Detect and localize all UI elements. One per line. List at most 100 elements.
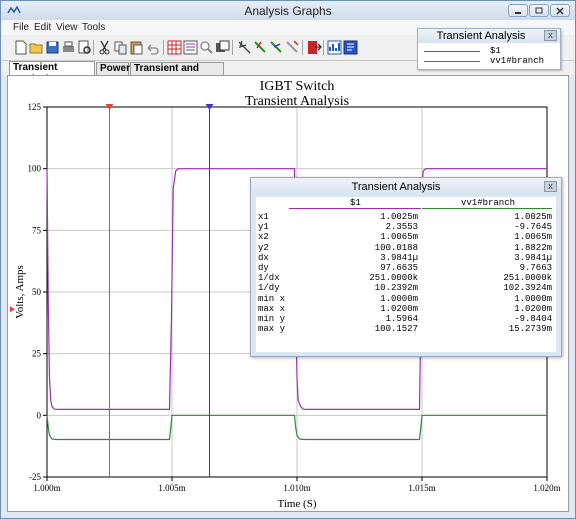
cursor-row-value-2: 9.7663 [519, 263, 552, 273]
menu-edit[interactable]: Edit [34, 22, 52, 33]
cursor-row-value-2: 1.8822m [514, 242, 552, 253]
close-icon [556, 7, 564, 15]
column-1-swatch [289, 208, 421, 209]
cursor-row-value-1: 1.0025m [380, 212, 418, 222]
overlay-icon[interactable] [214, 39, 231, 56]
undo-icon[interactable] [144, 39, 161, 56]
save-icon[interactable] [44, 39, 61, 56]
cursor-left-icon[interactable] [252, 39, 269, 56]
y-tick-label: 50 [32, 287, 42, 297]
zoom-icon[interactable] [198, 39, 215, 56]
chart-properties-icon[interactable] [326, 39, 343, 56]
y-tick-label: 100 [28, 164, 42, 174]
chart-title: IGBT Switch [260, 79, 335, 94]
cursor-row-value-2: 1.0000m [514, 293, 552, 304]
page-properties-icon[interactable] [342, 39, 359, 56]
y-tick-label: 125 [28, 102, 42, 112]
cursor-row-value-2: 1.0025m [514, 212, 552, 222]
cursor-row-label: y1 [258, 222, 269, 233]
cursor-reset-icon[interactable] [284, 39, 301, 56]
cursor-row-label: x2 [258, 232, 269, 243]
cursor-row-value-2: 3.9841µ [514, 252, 552, 263]
x-axis-label: Time (S) [277, 498, 316, 510]
menu-tools[interactable]: Tools [82, 22, 106, 33]
cursor-row-value-1: 251.0000k [369, 273, 418, 284]
legend-swatch [424, 51, 480, 52]
x-tick-label: 1.005m [158, 483, 185, 493]
toolbar-separator [232, 40, 233, 55]
legend-close-button[interactable]: x [544, 30, 557, 41]
chart-subtitle: Transient Analysis [245, 94, 349, 109]
menu-file[interactable]: File [13, 22, 30, 33]
cursor-panel-title: Transient Analysis [351, 181, 441, 193]
cursor-row-value-1: 1.0000m [380, 293, 418, 304]
close-button[interactable] [550, 4, 570, 17]
cursor-row-label: y2 [258, 242, 269, 253]
legend-icon[interactable] [182, 39, 199, 56]
legend-label: vv1#branch [490, 56, 545, 66]
cursor-row-value-2: -9.8404 [514, 314, 552, 324]
y-tick-label: 75 [32, 225, 42, 235]
cursor-row-label: min y [258, 314, 286, 324]
cursor-row-label: min x [258, 293, 286, 304]
legend-window[interactable]: Transient Analysis x $1 vv1#branch [417, 28, 561, 70]
x-tick-label: 1.010m [283, 483, 310, 493]
legend-label: $1 [490, 46, 501, 56]
x-tick-label: 1.015m [408, 483, 435, 493]
cursor-row-label: dx [258, 252, 269, 263]
cursor-row-value-1: 2.3553 [385, 222, 418, 233]
y-tick-label: 0 [37, 410, 42, 420]
cursor-row-value-1: 97.6635 [380, 263, 418, 273]
print-preview-icon[interactable] [76, 39, 93, 56]
cursor-1-handle [105, 104, 114, 110]
tab-transient-and-power[interactable]: Transient and Power [130, 62, 224, 86]
title-bar[interactable]: Analysis Graphs [1, 1, 575, 20]
cursor-row-value-2: -9.7645 [514, 222, 552, 233]
cursors-icon[interactable] [236, 39, 253, 56]
y-tick-label: 25 [32, 349, 42, 359]
app-icon [7, 6, 21, 14]
cursor-values-table: $1 vv1#branch x1 1.0025m 1.0025m y1 2.3553 -9… [256, 197, 556, 352]
tab-power[interactable]: Power [96, 62, 130, 75]
cursor-panel-titlebar[interactable]: Transient Analysis x [251, 178, 561, 195]
new-icon[interactable] [12, 39, 29, 56]
cursor-row-value-2: 1.0200m [514, 303, 552, 314]
legend-title: Transient Analysis [436, 30, 526, 42]
window-title: Analysis Graphs [244, 4, 332, 18]
cursor-row-value-1: 100.0188 [374, 242, 418, 253]
minimize-button[interactable] [508, 4, 528, 17]
cursor-row-value-2: 1.0065m [514, 232, 552, 243]
toolbar-separator [163, 40, 164, 55]
cursor-row-value-2: 251.0000k [503, 273, 552, 284]
copy-icon[interactable] [112, 39, 129, 56]
print-icon[interactable] [60, 39, 77, 56]
cursor-panel-close-button[interactable]: x [544, 181, 557, 192]
menu-view[interactable]: View [56, 22, 78, 33]
cursor-2-handle [205, 104, 214, 110]
maximize-button[interactable] [529, 4, 549, 17]
cursor-row-value-1: 1.0065m [380, 232, 418, 243]
export-icon[interactable] [306, 39, 323, 56]
minimize-icon [515, 12, 521, 14]
cursor-row-label: dy [258, 263, 269, 273]
cursor-row-value-1: 100.1527 [374, 324, 418, 335]
open-icon[interactable] [28, 39, 45, 56]
paste-icon[interactable] [128, 39, 145, 56]
cursor-right-icon[interactable] [268, 39, 285, 56]
legend-titlebar[interactable]: Transient Analysis x [418, 29, 560, 43]
column-header-1: $1 [350, 198, 361, 208]
cursor-values-window[interactable]: Transient Analysis x $1 vv1#branch x1 1.0… [250, 177, 562, 357]
cursor-row-label: 1/dy [258, 283, 280, 294]
column-header-2: vv1#branch [461, 198, 516, 208]
cursor-row-value-1: 1.5964 [385, 314, 418, 324]
restore-icon [535, 7, 543, 14]
tab-transient-analysis[interactable]: Transient Analysis [9, 61, 95, 85]
cursor-row-value-2: 15.2739m [508, 324, 552, 335]
column-2-swatch [422, 208, 552, 209]
cursor-row-label: max y [258, 324, 286, 335]
x-tick-label: 1.000m [33, 483, 60, 493]
cut-icon[interactable] [96, 39, 113, 56]
grid-icon[interactable] [166, 39, 183, 56]
